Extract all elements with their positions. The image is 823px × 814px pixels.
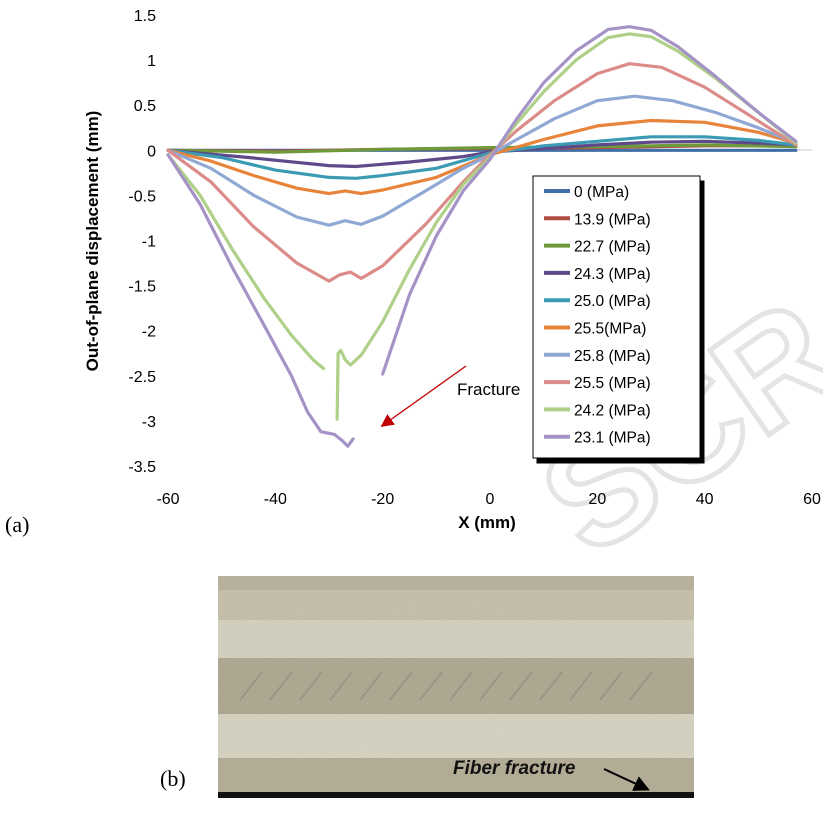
y-tick-label: -1 <box>142 234 156 251</box>
y-axis-title: Out-of-plane displacement (mm) <box>83 111 102 372</box>
photo-bottom-edge <box>218 792 694 798</box>
series-6 <box>166 94 798 227</box>
series-4 <box>166 135 798 180</box>
series-line-segment <box>166 94 798 227</box>
legend-label: 25.0 (MPa) <box>574 293 651 310</box>
y-tick-label: -3.5 <box>128 459 156 476</box>
y-tick-label: 0 <box>147 143 156 160</box>
y-tick-label: -0.5 <box>128 188 156 205</box>
fracture-label: Fracture <box>457 380 520 399</box>
series-9 <box>166 25 798 448</box>
series-line-segment <box>166 153 355 448</box>
y-tick-label: -2.5 <box>128 369 156 386</box>
series-layer <box>166 25 798 448</box>
legend-label: 23.1 (MPa) <box>574 430 651 447</box>
y-tick-label: 1 <box>147 53 156 70</box>
fiber-fracture-arrow <box>603 768 650 791</box>
series-line-segment <box>166 62 798 283</box>
x-axis-ticks: -60 -40 -20 0 20 40 60 <box>156 491 821 508</box>
fiber-fracture-label: Fiber fracture <box>453 758 576 779</box>
fracture-arrow <box>380 365 467 427</box>
x-tick-label: 60 <box>803 491 821 508</box>
series-line-segment <box>166 135 798 180</box>
x-tick-label: 0 <box>486 491 495 508</box>
x-tick-label: 20 <box>588 491 606 508</box>
series-5 <box>166 118 798 196</box>
legend-label: 24.3 (MPa) <box>574 266 651 283</box>
y-axis-ticks: 1.5 1 0.5 0 -0.5 -1 -1.5 -2 -2.5 -3 -3.5 <box>128 8 156 476</box>
legend-label: 13.9 (MPa) <box>574 211 651 228</box>
panel-label-b: (b) <box>160 766 186 791</box>
y-tick-label: 0.5 <box>134 98 156 115</box>
y-tick-label: -2 <box>142 324 156 341</box>
legend-label: 25.5(MPa) <box>574 321 646 338</box>
series-line-segment <box>166 153 326 371</box>
y-tick-label: -3 <box>142 414 156 431</box>
series-line-segment <box>381 25 798 376</box>
y-tick-label: -1.5 <box>128 279 156 296</box>
series-2 <box>166 143 798 154</box>
y-tick-label: 1.5 <box>134 8 156 25</box>
x-axis-title: X (mm) <box>458 513 516 532</box>
legend-label: 0 (MPa) <box>574 184 629 201</box>
legend-label: 22.7 (MPa) <box>574 239 651 256</box>
series-7 <box>166 62 798 283</box>
legend: 0 (MPa) 13.9 (MPa) 22.7 (MPa) 24.3 (MPa) 25.… <box>532 175 701 459</box>
x-tick-label: -40 <box>264 491 287 508</box>
x-tick-label: 40 <box>696 491 714 508</box>
series-line-segment <box>166 118 798 196</box>
specimen-photo <box>218 576 694 798</box>
legend-label: 24.2 (MPa) <box>574 402 651 419</box>
legend-label: 25.8 (MPa) <box>574 348 651 365</box>
series-line-segment <box>166 143 798 154</box>
legend-label: 25.5 (MPa) <box>574 375 651 392</box>
panel-label-a: (a) <box>5 512 29 537</box>
x-tick-label: -60 <box>156 491 179 508</box>
x-tick-label: -20 <box>371 491 394 508</box>
line-chart: 1.5 1 0.5 0 -0.5 -1 -1.5 -2 -2.5 -3 -3.5 -60 -40 -20… <box>5 8 821 537</box>
